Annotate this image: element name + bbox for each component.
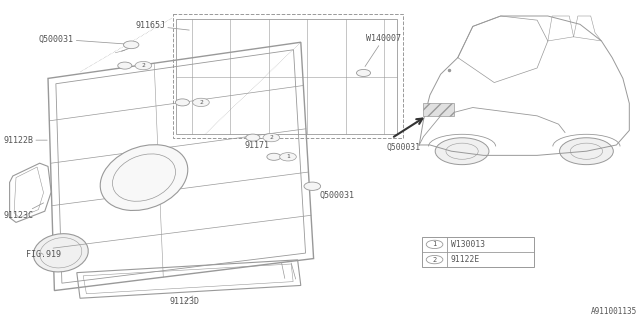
Text: W130013: W130013 — [451, 240, 484, 249]
Text: 91123C: 91123C — [3, 203, 44, 220]
Circle shape — [135, 61, 152, 70]
Circle shape — [246, 134, 260, 141]
Bar — [422, 237, 534, 267]
Text: 2: 2 — [433, 257, 436, 263]
Text: A911001135: A911001135 — [591, 307, 637, 316]
Text: 91122E: 91122E — [451, 255, 480, 264]
Text: FIG.919: FIG.919 — [26, 250, 61, 259]
Text: W140007: W140007 — [365, 34, 401, 67]
Circle shape — [304, 182, 321, 190]
Circle shape — [280, 153, 296, 161]
Bar — [424, 103, 454, 116]
Text: 91165J: 91165J — [135, 21, 189, 30]
Circle shape — [175, 99, 189, 106]
Circle shape — [193, 98, 209, 107]
Circle shape — [267, 153, 281, 160]
Circle shape — [263, 133, 280, 142]
Ellipse shape — [33, 234, 88, 272]
Text: 91122B: 91122B — [3, 136, 47, 145]
Text: 91171: 91171 — [244, 138, 269, 150]
Text: 1: 1 — [433, 241, 436, 247]
Text: 1: 1 — [286, 154, 290, 159]
Circle shape — [118, 62, 132, 69]
Text: Q500031: Q500031 — [387, 143, 420, 152]
Circle shape — [559, 138, 613, 164]
Ellipse shape — [100, 145, 188, 211]
Text: 2: 2 — [199, 100, 203, 105]
Circle shape — [124, 41, 139, 49]
Text: Q500031: Q500031 — [307, 187, 355, 200]
Circle shape — [435, 138, 489, 164]
Text: 2: 2 — [141, 63, 145, 68]
Text: 2: 2 — [269, 135, 273, 140]
Text: Q500031: Q500031 — [38, 35, 125, 44]
Circle shape — [356, 69, 371, 76]
Text: 91123D: 91123D — [170, 296, 200, 306]
